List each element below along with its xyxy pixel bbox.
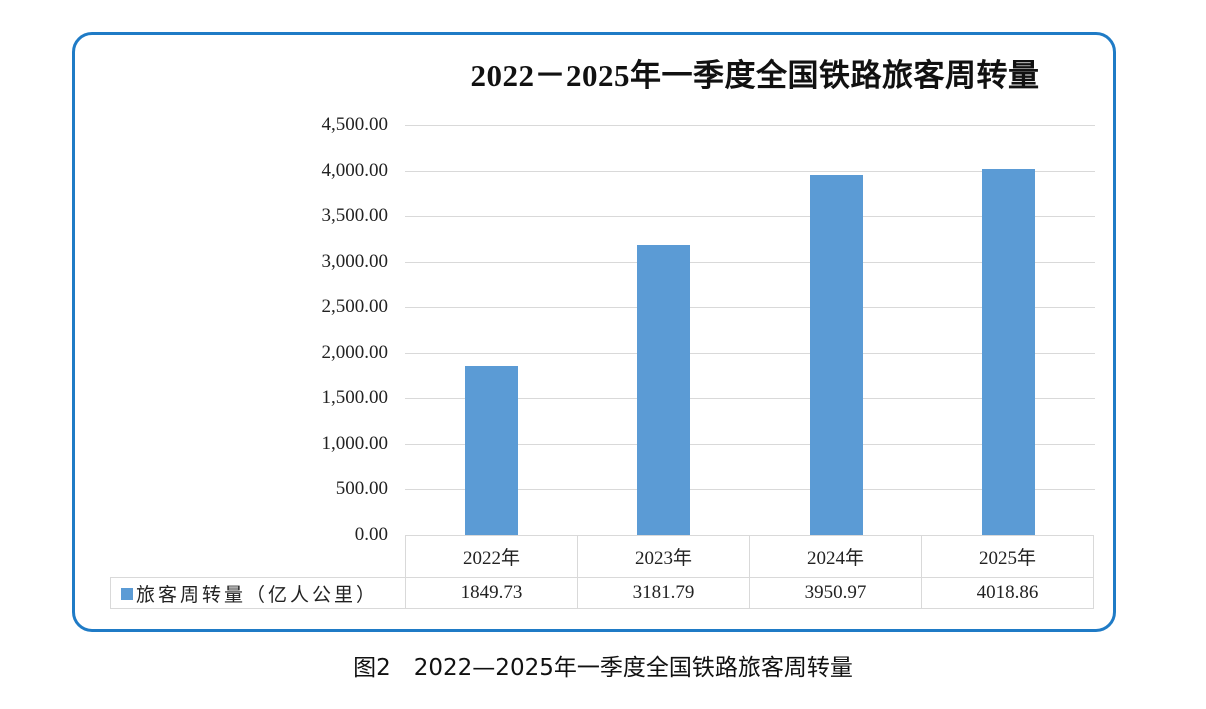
- y-tick-label: 1,000.00: [321, 432, 389, 454]
- gridline: [405, 353, 1095, 354]
- legend-swatch-icon: [121, 588, 133, 601]
- figure-caption: 图2 2022—2025年一季度全国铁路旅客周转量: [353, 655, 853, 681]
- gridline: [405, 125, 1095, 126]
- chart-title: 2022－2025年一季度全国铁路旅客周转量: [470, 58, 1040, 93]
- table-corner: [111, 536, 406, 578]
- table-value-cell: 3950.97: [749, 577, 922, 609]
- gridline: [405, 489, 1095, 490]
- bar: [465, 366, 518, 535]
- data-table: 2022年 2023年 2024年 2025年 旅客周转量（亿人公里） 1849…: [110, 535, 1094, 609]
- legend-item: 旅客周转量（亿人公里）: [110, 577, 406, 609]
- y-tick-label: 4,500.00: [321, 114, 389, 135]
- table-value-cell: 4018.86: [921, 577, 1094, 609]
- bar: [982, 169, 1035, 535]
- legend-label: 旅客周转量（亿人公里）: [136, 584, 379, 606]
- gridline: [405, 216, 1095, 217]
- table-header-cell: 2022年: [405, 535, 578, 578]
- gridline: [405, 171, 1095, 172]
- table-header-cell: 2023年: [577, 535, 750, 578]
- gridline: [405, 398, 1095, 399]
- gridline: [405, 444, 1095, 445]
- y-tick-label: 3,000.00: [321, 250, 389, 272]
- table-header-cell: 2025年: [921, 535, 1094, 578]
- chart-card: [72, 32, 1116, 632]
- gridline: [405, 307, 1095, 308]
- table-row: 旅客周转量（亿人公里） 1849.73 3181.79 3950.97 4018…: [110, 577, 1094, 609]
- bar: [810, 175, 863, 535]
- bar: [637, 245, 690, 535]
- y-tick-label: 3,500.00: [321, 205, 389, 227]
- y-tick-label: 1,500.00: [321, 387, 389, 409]
- table-header-row: 2022年 2023年 2024年 2025年: [111, 535, 1094, 578]
- table-value-cell: 3181.79: [577, 577, 750, 609]
- table-header-cell: 2024年: [749, 535, 922, 578]
- table-value-cell: 1849.73: [405, 577, 578, 609]
- y-tick-label: 500.00: [335, 478, 388, 500]
- y-tick-label: 2,500.00: [321, 296, 389, 318]
- gridline: [405, 262, 1095, 263]
- y-tick-label: 0.00: [354, 524, 388, 545]
- y-tick-label: 4,000.00: [321, 159, 389, 181]
- y-tick-label: 2,000.00: [321, 341, 389, 363]
